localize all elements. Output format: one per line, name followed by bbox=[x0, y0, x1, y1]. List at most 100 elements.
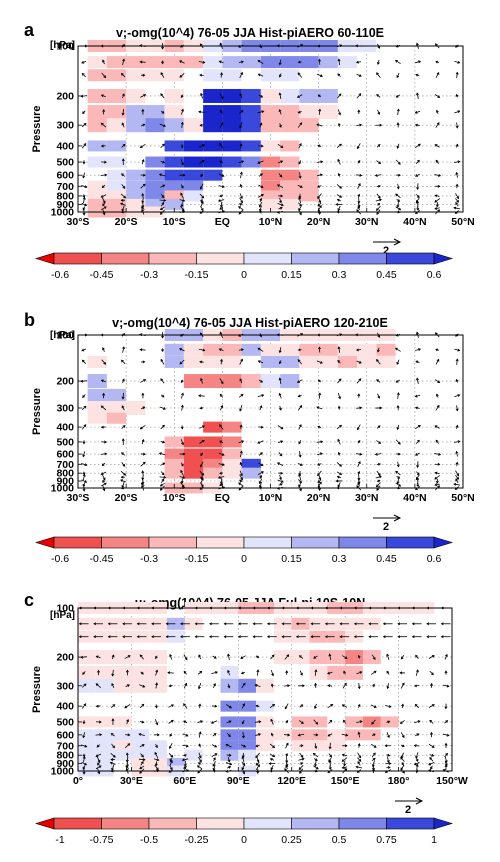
wind-vector-head bbox=[437, 95, 441, 98]
wind-vector bbox=[342, 655, 348, 659]
wind-vector-head bbox=[353, 622, 357, 626]
wind-vector-head bbox=[356, 485, 360, 489]
wind-vector bbox=[124, 704, 131, 709]
wind-vector bbox=[198, 682, 202, 689]
wind-vector-head bbox=[401, 735, 405, 739]
anomaly-cell bbox=[87, 190, 107, 202]
anomaly-cell bbox=[87, 88, 107, 103]
anomaly-cell bbox=[256, 678, 274, 693]
wind-vector-head bbox=[214, 704, 218, 708]
wind-vector bbox=[444, 654, 448, 660]
anomaly-cell bbox=[113, 665, 132, 680]
wind-vector-head bbox=[435, 332, 438, 336]
anomaly-cell bbox=[95, 716, 114, 728]
anomaly-cell bbox=[78, 678, 96, 693]
wind-vector bbox=[376, 72, 381, 78]
wind-vector bbox=[238, 110, 244, 114]
wind-vector-head bbox=[102, 200, 106, 204]
wind-vector-head bbox=[155, 669, 159, 673]
colorbar-label: -0.5 bbox=[140, 834, 158, 846]
wind-vector bbox=[371, 654, 376, 660]
anomaly-cell bbox=[106, 56, 127, 69]
wind-vector bbox=[220, 72, 223, 78]
wind-vector bbox=[327, 671, 333, 675]
wind-vector bbox=[279, 59, 282, 65]
wind-vector-head bbox=[82, 771, 86, 775]
y-tick-label: 900 bbox=[56, 475, 74, 487]
wind-vector-head bbox=[162, 424, 165, 428]
wind-vector-head bbox=[357, 761, 361, 764]
wind-vector-head bbox=[376, 379, 379, 382]
wind-vector-head bbox=[341, 766, 345, 769]
anomaly-cell bbox=[78, 716, 96, 728]
wind-vector-head bbox=[122, 93, 125, 97]
anomaly-cell bbox=[78, 749, 96, 761]
wind-vector-head bbox=[181, 108, 184, 112]
wind-vector bbox=[337, 93, 342, 99]
wind-vector-head bbox=[238, 206, 241, 209]
x-tick-label: 30°S bbox=[67, 216, 90, 228]
wind-vector-head bbox=[357, 205, 361, 209]
wind-vector bbox=[270, 670, 274, 676]
wind-vector-head bbox=[287, 733, 291, 737]
wind-vector-head bbox=[341, 759, 345, 762]
wind-vector-head bbox=[300, 672, 303, 676]
wind-vector bbox=[357, 183, 361, 189]
wind-vector-head bbox=[199, 73, 203, 77]
wind-vector-head bbox=[121, 158, 125, 162]
wind-vector bbox=[182, 758, 189, 761]
wind-vector-head bbox=[324, 622, 328, 626]
wind-vector-head bbox=[269, 758, 273, 761]
wind-vector bbox=[139, 704, 145, 709]
anomaly-cell bbox=[113, 678, 132, 693]
wind-vector-head bbox=[345, 733, 349, 737]
anomaly-cell bbox=[280, 88, 300, 103]
wind-vector-head bbox=[279, 453, 283, 457]
wind-vector-head bbox=[343, 763, 347, 767]
wind-vector bbox=[225, 744, 232, 748]
wind-vector bbox=[138, 758, 145, 761]
wind-vector-head bbox=[437, 209, 441, 213]
wind-vector-head bbox=[241, 440, 245, 444]
wind-vector bbox=[81, 703, 87, 709]
wind-vector-head bbox=[98, 765, 102, 769]
wind-vector bbox=[338, 59, 340, 66]
wind-vector-head bbox=[78, 635, 82, 639]
wind-vector-head bbox=[198, 731, 202, 735]
x-tick-label: 10°S bbox=[163, 492, 186, 504]
anomaly-cell bbox=[95, 678, 114, 693]
colorbar-label: 0.75 bbox=[376, 834, 397, 846]
wind-vector-head bbox=[107, 622, 111, 626]
wind-vector-head bbox=[111, 654, 115, 658]
wind-vector-head bbox=[396, 108, 400, 112]
wind-vector-head bbox=[82, 473, 86, 477]
wind-vector-head bbox=[394, 60, 398, 63]
x-tick-label: 90°E bbox=[227, 775, 250, 787]
y-tick-label: 900 bbox=[56, 758, 74, 770]
wind-vector-head bbox=[397, 441, 401, 445]
wind-vector-head bbox=[398, 483, 402, 487]
anomaly-cell bbox=[106, 190, 127, 202]
wind-vector bbox=[238, 206, 244, 211]
wind-vector bbox=[376, 482, 381, 487]
wind-vector-head bbox=[112, 745, 115, 749]
wind-vector-head bbox=[82, 207, 86, 211]
wind-vector-head bbox=[298, 484, 301, 488]
wind-vector-head bbox=[238, 635, 241, 639]
wind-vector bbox=[258, 184, 264, 188]
anomaly-cell bbox=[203, 140, 223, 152]
anomaly-cell bbox=[113, 749, 132, 761]
wind-vector-head bbox=[456, 196, 459, 200]
wind-vector-head bbox=[280, 426, 284, 430]
wind-vector-head bbox=[260, 185, 264, 188]
wind-vector-head bbox=[396, 404, 400, 408]
wind-vector-head bbox=[272, 703, 276, 707]
anomaly-cell bbox=[318, 355, 338, 368]
wind-vector-head bbox=[124, 705, 128, 709]
anomaly-cell bbox=[87, 388, 107, 403]
wind-vector-head bbox=[82, 488, 86, 492]
wind-vector-head bbox=[104, 173, 108, 177]
anomaly-cell bbox=[164, 190, 184, 202]
colorbar-bin bbox=[101, 536, 150, 549]
wind-vector bbox=[277, 462, 284, 466]
